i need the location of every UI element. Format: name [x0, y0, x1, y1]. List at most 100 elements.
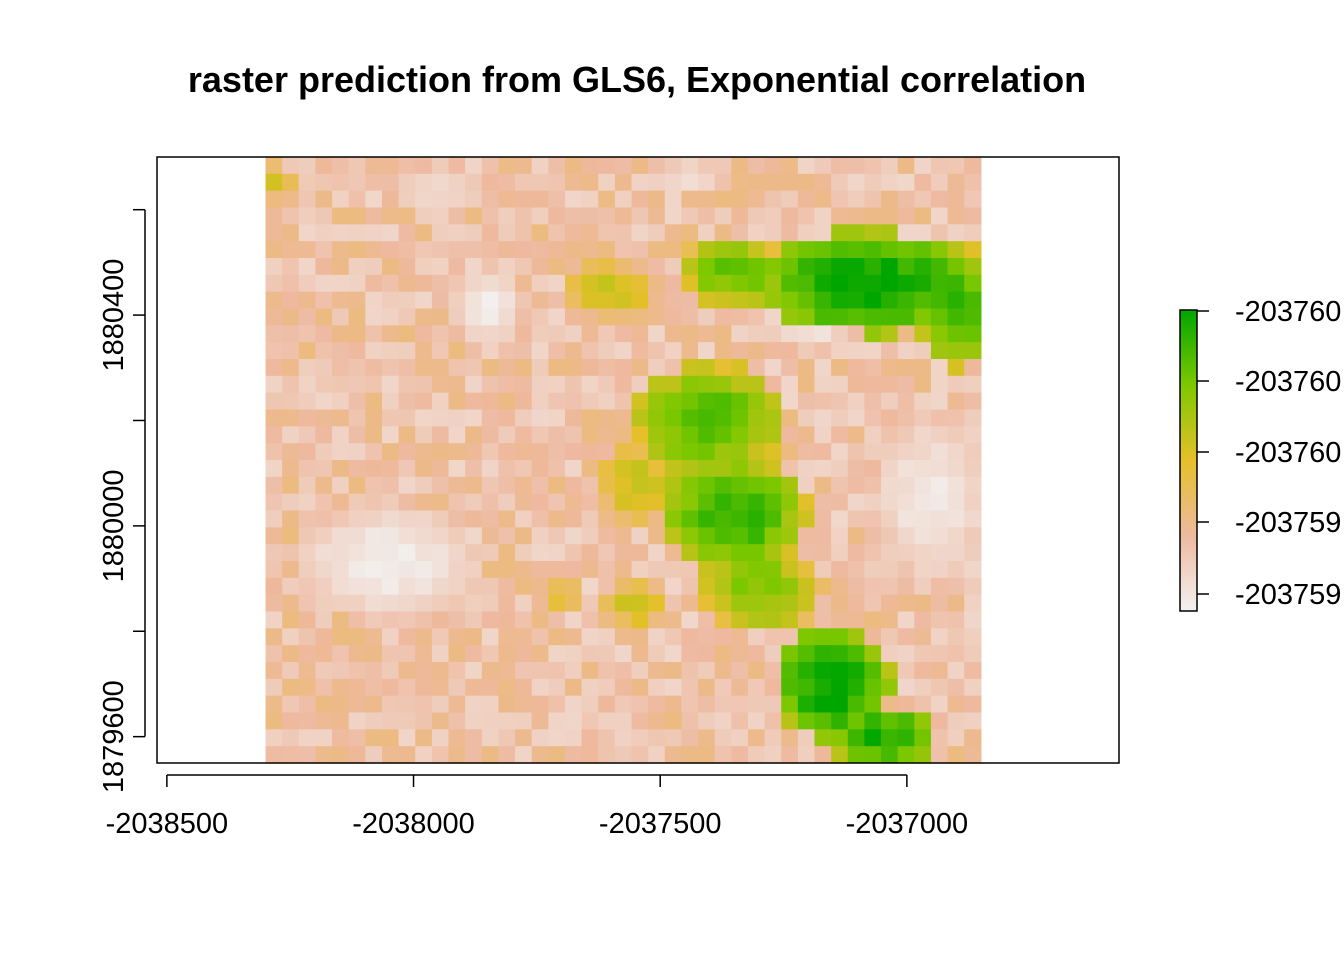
raster-cell	[398, 460, 416, 478]
raster-cell	[481, 594, 500, 613]
raster-cell	[282, 645, 300, 663]
raster-cell	[614, 359, 633, 377]
raster-cell	[664, 157, 683, 175]
raster-cell	[714, 611, 732, 629]
raster-cell	[315, 342, 333, 360]
raster-cell	[797, 712, 816, 730]
raster-cell	[564, 729, 583, 747]
raster-cell	[515, 527, 533, 545]
raster-cell	[914, 392, 932, 411]
raster-cell	[332, 325, 350, 343]
raster-cell	[847, 409, 866, 427]
raster-cell	[964, 645, 982, 663]
raster-cell	[448, 628, 466, 646]
raster-cell	[947, 493, 965, 512]
raster-cell	[282, 695, 300, 714]
raster-cell	[548, 544, 566, 562]
raster-cell	[431, 561, 450, 579]
raster-cell	[914, 695, 932, 714]
raster-cell	[332, 510, 350, 528]
raster-cell	[897, 409, 915, 427]
raster-cell	[864, 308, 882, 326]
raster-cell	[731, 426, 749, 444]
raster-cell	[781, 274, 799, 293]
raster-cell	[797, 527, 816, 545]
raster-cell	[598, 662, 616, 680]
raster-cell	[448, 241, 466, 259]
raster-cell	[498, 510, 516, 528]
raster-cell	[781, 173, 799, 192]
raster-cell	[930, 291, 949, 310]
raster-cell	[714, 207, 732, 225]
raster-cell	[814, 359, 832, 377]
raster-cell	[415, 645, 433, 663]
raster-cell	[548, 577, 566, 596]
raster-cell	[831, 628, 849, 646]
raster-cell	[381, 645, 400, 663]
raster-cell	[631, 291, 649, 310]
raster-cell	[282, 544, 300, 562]
raster-cell	[914, 359, 932, 377]
raster-cell	[315, 493, 333, 512]
raster-cell	[764, 258, 782, 276]
raster-cell	[747, 359, 766, 377]
raster-cell	[365, 561, 383, 579]
raster-cell	[465, 662, 483, 680]
raster-cell	[681, 274, 699, 293]
raster-cell	[797, 577, 816, 596]
raster-cell	[764, 611, 782, 629]
raster-cell	[348, 392, 366, 411]
raster-cell	[265, 729, 283, 747]
raster-cell	[448, 342, 466, 360]
raster-cell	[914, 510, 932, 528]
raster-cell	[581, 157, 599, 175]
raster-cell	[614, 577, 633, 596]
raster-cell	[365, 460, 383, 478]
raster-cell	[897, 460, 915, 478]
raster-cell	[831, 291, 849, 310]
raster-cell	[648, 359, 666, 377]
raster-cell	[332, 359, 350, 377]
raster-cell	[764, 359, 782, 377]
raster-cell	[964, 544, 982, 562]
raster-cell	[498, 325, 516, 343]
raster-cell	[897, 443, 915, 461]
raster-cell	[930, 594, 949, 613]
raster-cell	[298, 359, 317, 377]
raster-cell	[332, 241, 350, 259]
raster-cell	[964, 342, 982, 360]
raster-cell	[448, 695, 466, 714]
raster-cell	[548, 190, 566, 209]
raster-cell	[448, 527, 466, 545]
raster-cell	[797, 325, 816, 343]
raster-cell	[698, 426, 716, 444]
raster-cell	[831, 712, 849, 730]
raster-cell	[797, 628, 816, 646]
raster-cell	[348, 426, 366, 444]
raster-cell	[315, 460, 333, 478]
raster-cell	[914, 207, 932, 225]
raster-cell	[431, 460, 450, 478]
raster-cell	[365, 224, 383, 242]
raster-cell	[265, 342, 283, 360]
raster-cell	[481, 426, 500, 444]
raster-cell	[964, 577, 982, 596]
raster-cell	[698, 628, 716, 646]
raster-cell	[581, 392, 599, 411]
raster-cell	[631, 662, 649, 680]
raster-cell	[747, 258, 766, 276]
raster-cell	[481, 173, 500, 192]
raster-cell	[548, 426, 566, 444]
raster-cell	[531, 544, 549, 562]
raster-cell	[947, 375, 965, 394]
raster-cell	[315, 662, 333, 680]
raster-cell	[731, 729, 749, 747]
raster-cell	[481, 628, 500, 646]
raster-cell	[698, 443, 716, 461]
raster-cell	[947, 409, 965, 427]
raster-cell	[698, 611, 716, 629]
raster-cell	[881, 173, 899, 192]
raster-cell	[431, 510, 450, 528]
raster-cell	[398, 325, 416, 343]
raster-cell	[881, 695, 899, 714]
